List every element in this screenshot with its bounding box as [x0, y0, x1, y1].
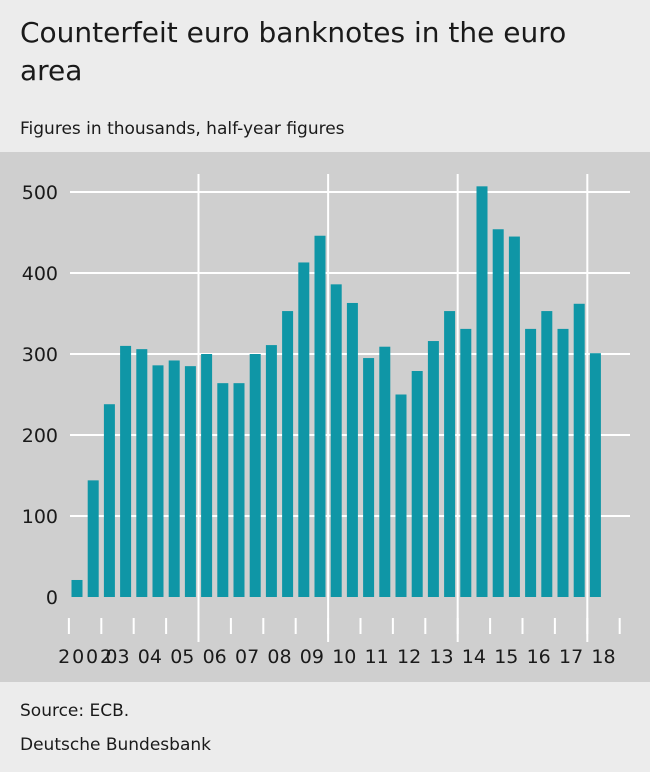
bar-2009-h1 — [298, 262, 310, 597]
bar-2007-h1 — [233, 383, 245, 597]
bar-2008-h1 — [265, 345, 277, 597]
vertical-gridlines — [197, 174, 589, 642]
y-tick-label: 400 — [22, 263, 58, 285]
x-tick-label: 08 — [267, 646, 291, 668]
chart-title: Counterfeit euro banknotes in the euro a… — [20, 16, 567, 87]
x-tick-label: 16 — [527, 646, 551, 668]
bar-2016-h2 — [541, 311, 553, 597]
bar-2005-h2 — [184, 366, 196, 597]
y-tick-label: 500 — [22, 182, 58, 204]
x-tick-label: 04 — [138, 646, 162, 668]
source-note: Source: ECB. — [20, 701, 130, 721]
bar-2008-h2 — [282, 311, 294, 597]
bar-2007-h2 — [249, 354, 261, 597]
bar-2009-h2 — [314, 235, 326, 597]
x-tick-label: 15 — [494, 646, 518, 668]
bar-2006-h1 — [201, 354, 213, 597]
bar-2011-h1 — [363, 358, 375, 597]
x-tick-label: 2002 — [58, 646, 112, 668]
chart-plot-area: 0 100 200 300 400 500 2002 03 04 05 06 07 08 09 10 11 1… — [0, 152, 650, 682]
bar-2018-h1 — [589, 353, 601, 597]
bar-2012-h2 — [411, 371, 423, 597]
chart-subtitle: Figures in thousands, half-year figures — [20, 119, 345, 139]
bar-2010-h1 — [330, 284, 342, 597]
x-tick-label: 12 — [397, 646, 421, 668]
bar-2003-h2 — [120, 345, 132, 597]
bar-2002-h1 — [71, 579, 83, 597]
bar-2017-h1 — [557, 328, 569, 597]
bar-series — [71, 186, 601, 598]
y-tick-label: 100 — [22, 506, 58, 528]
y-tick-label: 200 — [22, 425, 58, 447]
bar-2006-h2 — [217, 383, 229, 597]
bar-2013-h1 — [427, 341, 439, 597]
y-tick-label: 300 — [22, 344, 58, 366]
bar-2011-h2 — [379, 346, 391, 597]
bar-2003-h1 — [103, 404, 115, 597]
x-tick-label: 14 — [462, 646, 486, 668]
bar-2012-h1 — [395, 394, 407, 597]
bar-2004-h2 — [152, 365, 164, 597]
bar-2015-h1 — [492, 229, 504, 597]
x-tick-label: 07 — [235, 646, 259, 668]
x-tick-label: 10 — [332, 646, 356, 668]
x-tick-label: 09 — [300, 646, 324, 668]
bar-2015-h2 — [508, 236, 520, 598]
bar-2014-h2 — [476, 186, 488, 597]
publisher-note: Deutsche Bundesbank — [20, 735, 211, 755]
bar-2010-h2 — [346, 302, 358, 597]
x-tick-label: 17 — [559, 646, 583, 668]
x-tick-label: 03 — [105, 646, 129, 668]
y-axis-tick-labels: 0 100 200 300 400 500 — [22, 182, 58, 609]
bar-2016-h1 — [525, 328, 537, 597]
bar-2014-h1 — [460, 328, 472, 597]
x-tick-label: 05 — [170, 646, 194, 668]
bar-2002-h2 — [87, 480, 99, 597]
x-axis-tick-marks — [67, 618, 621, 634]
bar-2017-h2 — [573, 303, 585, 597]
y-tick-label: 0 — [46, 587, 58, 609]
x-tick-label: 18 — [591, 646, 615, 668]
bar-2004-h1 — [136, 349, 148, 597]
x-tick-label: 11 — [365, 646, 389, 668]
x-tick-label: 06 — [203, 646, 227, 668]
x-tick-label: 13 — [429, 646, 453, 668]
bar-2013-h2 — [444, 311, 456, 597]
bar-2005-h1 — [168, 360, 180, 597]
